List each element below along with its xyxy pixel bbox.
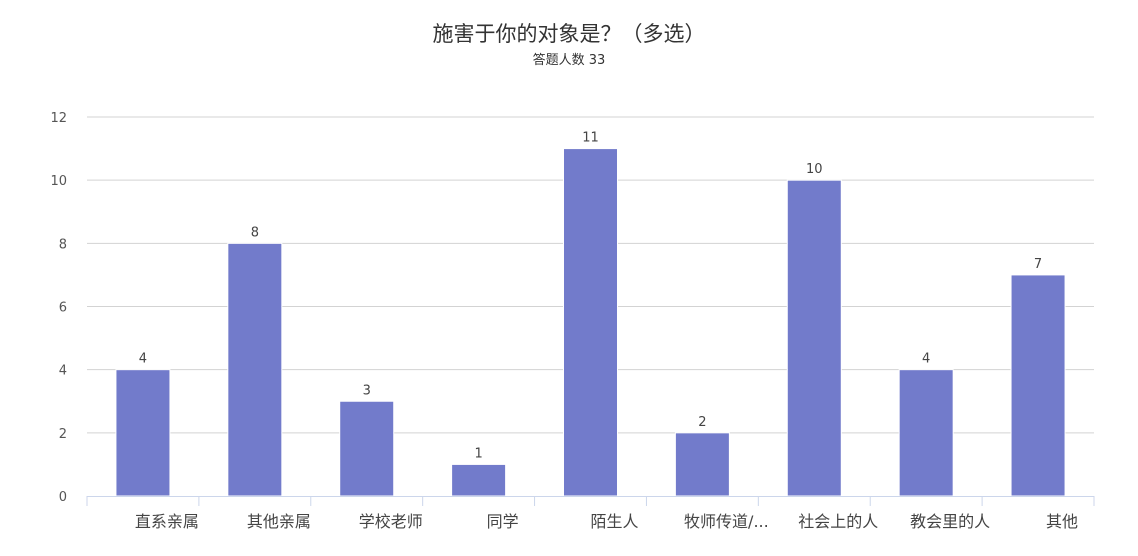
y-tick-label: 4 [59, 364, 67, 379]
data-label: 10 [806, 162, 823, 177]
bar[interactable] [563, 148, 618, 497]
data-label: 1 [474, 446, 482, 461]
bar[interactable] [451, 463, 507, 497]
bars [115, 148, 1066, 497]
data-label: 11 [582, 131, 599, 146]
x-tick-label: 陌生人 [590, 512, 638, 531]
x-tick-label: 同学 [487, 512, 519, 531]
x-axis: 直系亲属 其他亲属 学校老师 同学 陌生人 牧师传道/... 社会上的人 教会里的人 其他 [86, 496, 1095, 531]
y-tick-label: 0 [59, 490, 67, 505]
bar[interactable] [786, 179, 842, 497]
data-label: 4 [139, 352, 147, 367]
y-tick-label: 8 [59, 237, 67, 252]
bar[interactable] [227, 242, 283, 497]
y-axis: 0 2 4 6 8 10 12 [50, 111, 67, 505]
bar[interactable] [898, 369, 954, 497]
y-tick-label: 6 [59, 301, 67, 316]
data-label: 8 [251, 225, 259, 240]
data-label: 2 [698, 415, 706, 430]
x-tick-label: 直系亲属 [135, 512, 199, 531]
y-tick-label: 12 [50, 111, 67, 126]
y-tick-label: 2 [59, 427, 67, 442]
x-tick-label: 学校老师 [359, 512, 423, 531]
x-tick-label: 牧师传道/... [684, 512, 769, 531]
chart-title: 施害于你的对象是？（多选） [432, 22, 706, 46]
x-tick-label: 社会上的人 [798, 512, 878, 531]
data-label: 4 [922, 352, 930, 367]
y-tick-label: 10 [50, 174, 67, 189]
bar[interactable] [674, 432, 730, 497]
data-label: 3 [363, 383, 371, 398]
x-tick-label: 其他 [1046, 512, 1078, 531]
x-tick-label: 其他亲属 [247, 512, 311, 531]
bar[interactable] [1010, 274, 1066, 497]
bar[interactable] [115, 369, 171, 497]
chart-subtitle: 答题人数 33 [532, 53, 606, 68]
x-tick-label: 教会里的人 [910, 512, 990, 531]
bar[interactable] [339, 400, 395, 497]
data-label: 7 [1034, 257, 1042, 272]
